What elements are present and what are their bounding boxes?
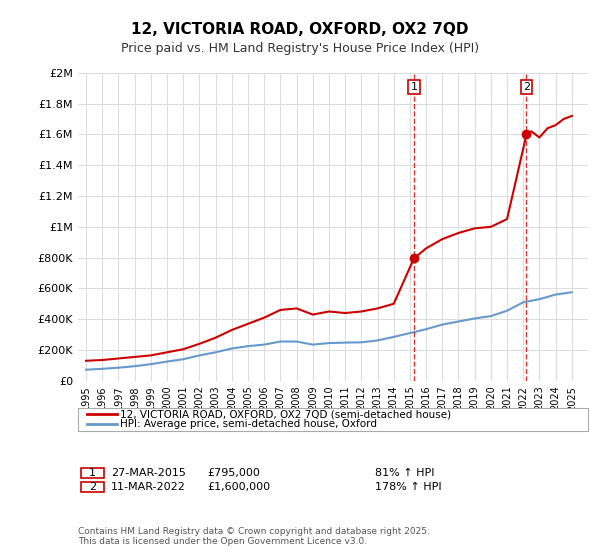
Text: Price paid vs. HM Land Registry's House Price Index (HPI): Price paid vs. HM Land Registry's House … <box>121 42 479 55</box>
Text: £1,600,000: £1,600,000 <box>207 482 270 492</box>
Text: HPI: Average price, semi-detached house, Oxford: HPI: Average price, semi-detached house,… <box>120 419 377 430</box>
Text: 1: 1 <box>410 82 418 92</box>
Text: 12, VICTORIA ROAD, OXFORD, OX2 7QD: 12, VICTORIA ROAD, OXFORD, OX2 7QD <box>131 22 469 38</box>
Text: 1: 1 <box>89 468 96 478</box>
Text: 11-MAR-2022: 11-MAR-2022 <box>111 482 186 492</box>
Text: 27-MAR-2015: 27-MAR-2015 <box>111 468 186 478</box>
Text: £795,000: £795,000 <box>207 468 260 478</box>
Text: 81% ↑ HPI: 81% ↑ HPI <box>375 468 434 478</box>
Text: 12, VICTORIA ROAD, OXFORD, OX2 7QD (semi-detached house): 12, VICTORIA ROAD, OXFORD, OX2 7QD (semi… <box>120 409 451 419</box>
Text: 178% ↑ HPI: 178% ↑ HPI <box>375 482 442 492</box>
Text: 12, VICTORIA ROAD, OXFORD, OX2 7QD (semi-detached house): 12, VICTORIA ROAD, OXFORD, OX2 7QD (semi… <box>120 409 451 419</box>
Text: 2: 2 <box>523 82 530 92</box>
Text: HPI: Average price, semi-detached house, Oxford: HPI: Average price, semi-detached house,… <box>120 419 377 430</box>
Text: 2: 2 <box>89 482 96 492</box>
Text: Contains HM Land Registry data © Crown copyright and database right 2025.
This d: Contains HM Land Registry data © Crown c… <box>78 526 430 546</box>
